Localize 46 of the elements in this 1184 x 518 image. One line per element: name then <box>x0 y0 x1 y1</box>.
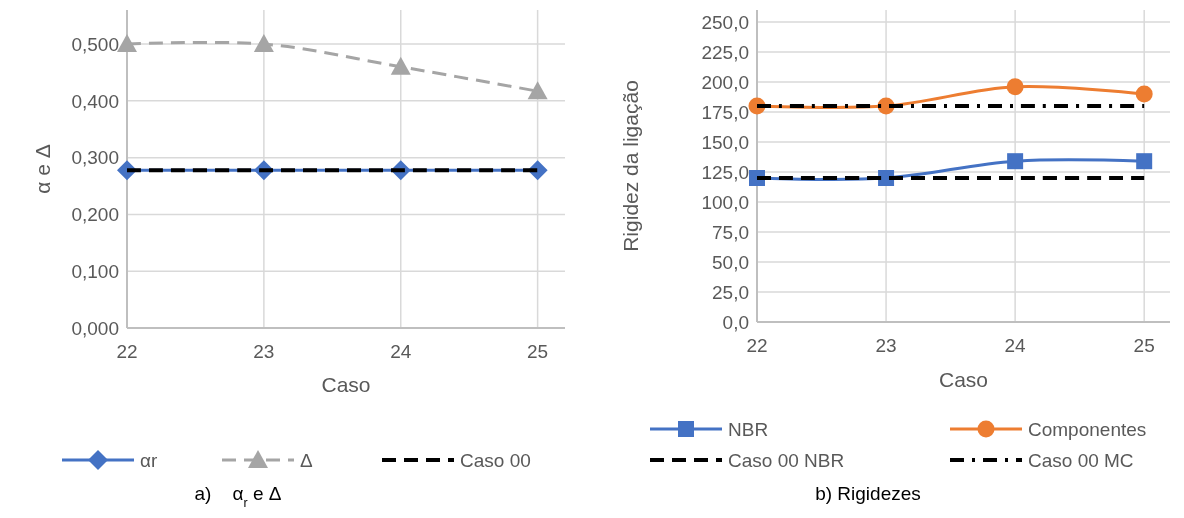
text: a) α$_{r}$ e Δ <box>194 483 282 510</box>
y-tick-label: 175,0 <box>701 101 749 123</box>
y-tick-label: 0,300 <box>71 147 119 169</box>
x-axis-title: Caso <box>938 368 989 391</box>
x-tick-label: 24 <box>390 341 412 362</box>
x-axis-title: Caso <box>321 373 371 396</box>
x-tick-label: 22 <box>116 341 138 362</box>
y-tick-label: 250,0 <box>701 11 749 33</box>
point <box>390 56 411 75</box>
y-axis-title: α e Δ <box>31 144 54 194</box>
x-tick-label: 24 <box>1004 335 1027 356</box>
y-tick-label: 125,0 <box>701 161 749 183</box>
y-tick-label: 50,0 <box>712 251 749 273</box>
y-tick-label: 150,0 <box>701 131 749 153</box>
x-tick-label: 25 <box>1133 335 1155 356</box>
point <box>117 34 137 53</box>
legend-label: Caso 00 NBR <box>728 450 845 471</box>
y-axis-title: Rigidez da ligação <box>619 80 642 252</box>
legend-label: NBR <box>728 419 769 440</box>
y-tick-label: 0,400 <box>71 90 119 112</box>
x-tick-label: 23 <box>875 335 897 356</box>
y-tick-label: 100,0 <box>701 191 749 213</box>
point <box>1006 78 1024 96</box>
legend-label: Δ <box>300 450 313 471</box>
y-tick-label: 75,0 <box>712 221 749 243</box>
y-tick-label: 225,0 <box>701 41 749 63</box>
point <box>253 34 274 53</box>
x-tick-label: 25 <box>527 341 549 362</box>
legend-label: αr <box>140 450 158 471</box>
point <box>1007 153 1024 170</box>
x-tick-label: 22 <box>746 335 768 356</box>
legend-label: Caso 00 <box>460 450 531 471</box>
y-tick-label: 0,500 <box>71 33 119 55</box>
point <box>527 81 548 100</box>
y-tick-label: 200,0 <box>701 71 749 93</box>
x-tick-label: 23 <box>253 341 275 362</box>
legend-label: Caso 00 MC <box>1028 450 1134 471</box>
y-tick-label: 0,0 <box>722 311 749 333</box>
y-tick-label: 0,000 <box>71 317 119 339</box>
text: b) Rigidezes <box>815 483 921 504</box>
point <box>1135 85 1153 103</box>
y-tick-label: 0,200 <box>71 204 119 226</box>
y-tick-label: 25,0 <box>712 281 749 303</box>
legend-label: Componentes <box>1028 419 1147 440</box>
y-tick-label: 0,100 <box>71 260 119 282</box>
point <box>1136 153 1153 170</box>
